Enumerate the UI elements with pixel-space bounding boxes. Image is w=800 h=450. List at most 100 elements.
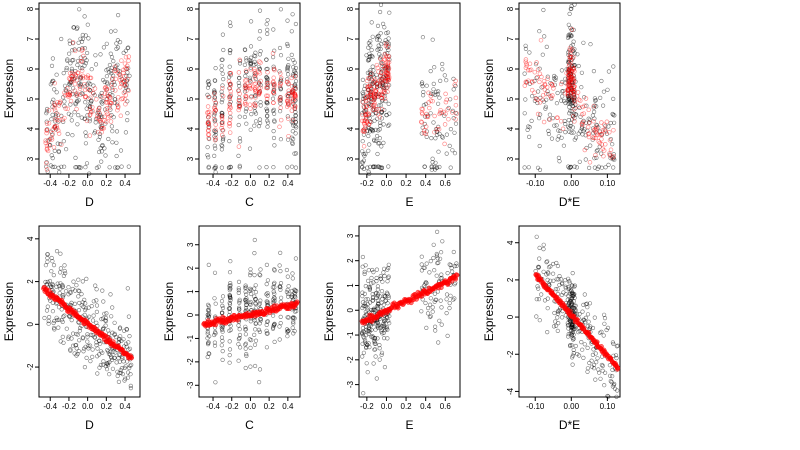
fitted-point (419, 110, 425, 115)
fitted-point (290, 98, 296, 104)
fitted-point (570, 80, 576, 85)
data-point (100, 350, 105, 355)
data-point (289, 135, 294, 140)
data-point (213, 146, 218, 151)
data-point (237, 114, 242, 119)
data-point (286, 72, 291, 77)
x-tick-label: 0.2 (101, 179, 113, 188)
data-point (362, 303, 367, 309)
data-point (552, 123, 557, 128)
data-point (227, 347, 233, 352)
data-point (364, 361, 369, 366)
data-point (597, 330, 603, 335)
data-point (60, 95, 66, 100)
fitted-point (571, 84, 577, 89)
data-point (61, 139, 66, 144)
fitted-point (571, 86, 576, 91)
data-point (559, 68, 565, 73)
data-point (587, 117, 593, 122)
x-tick-label: 0.6 (440, 402, 452, 411)
data-point (227, 302, 233, 307)
fitted-point (103, 85, 108, 90)
fitted-point (119, 81, 125, 86)
data-point (369, 327, 374, 333)
fitted-point (289, 103, 294, 108)
data-point (369, 20, 374, 25)
y-tick-label: -3 (346, 381, 355, 389)
data-point (360, 77, 366, 82)
data-point (420, 83, 425, 89)
fitted-point (290, 90, 296, 96)
data-point (252, 59, 257, 65)
data-point (563, 284, 568, 289)
data-point (360, 264, 365, 269)
data-point (278, 109, 283, 114)
data-point (87, 87, 92, 92)
data-point (206, 122, 211, 127)
data-point (533, 95, 538, 101)
data-point (83, 130, 88, 135)
fitted-point (272, 81, 277, 87)
fitted-point (540, 92, 546, 98)
data-point (242, 62, 247, 68)
series-black (360, 229, 459, 396)
data-point (277, 324, 282, 329)
fitted-point (119, 58, 124, 63)
data-point (571, 130, 576, 135)
data-point (244, 106, 249, 111)
data-point (537, 29, 542, 34)
fitted-point (600, 146, 606, 152)
data-point (285, 315, 290, 320)
fitted-point (599, 136, 604, 142)
data-point (90, 318, 96, 323)
data-point (264, 345, 270, 350)
fitted-point (257, 59, 262, 64)
x-tick-label: -0.10 (526, 402, 545, 411)
fitted-point (206, 121, 211, 127)
fitted-point (568, 72, 574, 77)
fitted-point (362, 118, 368, 123)
data-point (380, 331, 385, 336)
data-point (220, 71, 225, 76)
fitted-point (104, 87, 110, 92)
data-point (376, 91, 381, 96)
data-point (594, 149, 599, 154)
fitted-point (363, 95, 369, 100)
fitted-point (383, 70, 389, 76)
y-tick-label: 8 (186, 6, 195, 11)
data-point (377, 346, 382, 351)
fitted-point (226, 107, 232, 112)
fitted-point (385, 61, 391, 67)
data-point (580, 120, 585, 125)
fitted-point (385, 44, 391, 50)
fitted-point (607, 151, 612, 156)
data-point (76, 112, 81, 118)
data-point (108, 29, 114, 34)
data-point (381, 140, 386, 145)
data-point (227, 86, 232, 91)
data-point (205, 312, 210, 317)
fitted-point (77, 83, 82, 89)
data-point (603, 128, 608, 133)
data-point (97, 134, 102, 139)
data-point (380, 68, 385, 73)
x-tick-label: 0.0 (381, 402, 393, 411)
fitted-point (570, 95, 576, 100)
fitted-point (562, 90, 568, 96)
y-tick-label: 4 (346, 126, 355, 131)
fitted-point (211, 110, 217, 115)
data-point (117, 72, 122, 77)
data-point (212, 296, 217, 301)
fitted-point (368, 92, 373, 98)
fitted-point (289, 84, 295, 89)
fitted-point (372, 95, 378, 100)
fitted-point (88, 88, 93, 94)
data-point (605, 325, 611, 331)
fitted-point (565, 87, 571, 93)
fitted-point (423, 124, 429, 129)
y-tick-label: 3 (506, 156, 515, 161)
data-point (537, 112, 543, 117)
data-point (571, 49, 576, 54)
data-point (615, 343, 620, 348)
data-point (252, 294, 257, 299)
